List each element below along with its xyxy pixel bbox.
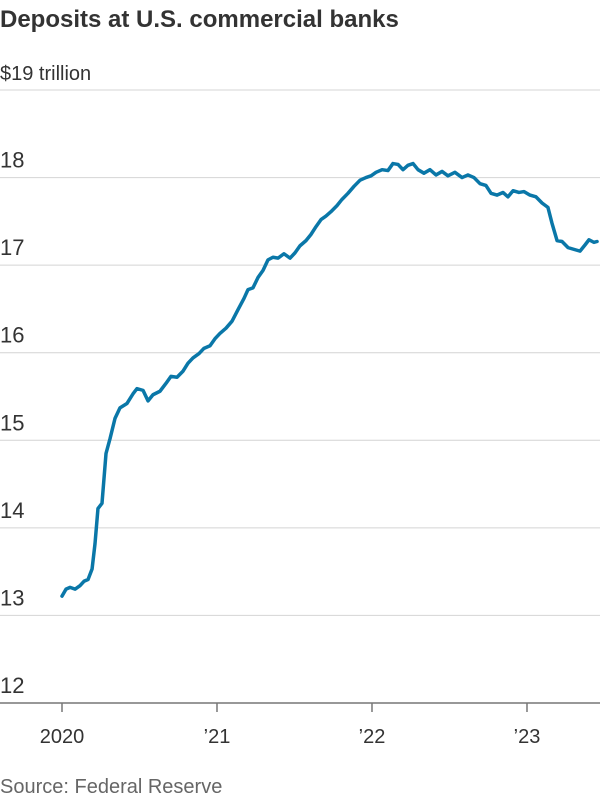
x-tick-label: 2020 — [40, 726, 85, 748]
y-tick-label: 12 — [0, 673, 24, 698]
x-tick-label: ’21 — [204, 726, 231, 748]
y-tick-label: 15 — [0, 410, 24, 435]
y-tick-label: 16 — [0, 323, 24, 348]
y-tick-label: 18 — [0, 148, 24, 173]
y-tick-label: 17 — [0, 235, 24, 260]
source: Source: Federal Reserve — [0, 776, 222, 798]
x-tick-label: ’23 — [514, 726, 541, 748]
data-line — [60, 161, 599, 598]
y-tick-label: 13 — [0, 585, 24, 610]
chart-title: Deposits at U.S. commercial banks — [0, 6, 399, 33]
x-tick-label: ’22 — [359, 726, 386, 748]
y-tick-label: 14 — [0, 498, 24, 523]
y-tick-label: $19 trillion — [0, 63, 91, 85]
